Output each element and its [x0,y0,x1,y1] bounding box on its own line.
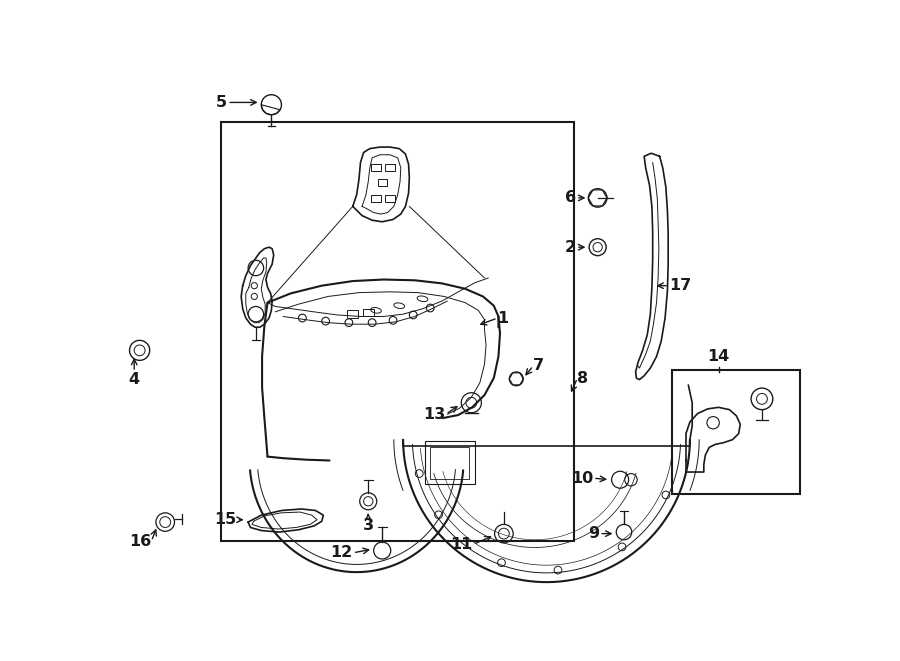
Bar [430,447,469,479]
Bar [672,370,800,494]
Text: 10: 10 [571,471,593,486]
Text: 15: 15 [214,512,237,527]
Text: 13: 13 [424,407,446,422]
Bar [363,309,374,317]
Text: 2: 2 [565,240,576,254]
Bar [372,164,381,171]
Bar [347,310,358,318]
Bar [385,195,394,202]
Bar [221,122,573,541]
Text: 12: 12 [330,545,353,561]
Text: 7: 7 [534,358,544,373]
Bar [385,164,394,171]
Bar [372,195,381,202]
Text: 1: 1 [498,311,508,325]
Text: 9: 9 [588,526,599,541]
Text: 4: 4 [129,372,140,387]
Text: 3: 3 [363,518,374,533]
Text: 11: 11 [451,537,472,552]
Text: 8: 8 [578,371,589,385]
Bar [425,442,475,484]
Text: 14: 14 [707,349,730,364]
Text: 5: 5 [216,95,227,110]
Text: 17: 17 [669,278,691,293]
Text: 16: 16 [129,534,151,549]
Text: 6: 6 [565,190,576,206]
Bar [378,179,387,186]
